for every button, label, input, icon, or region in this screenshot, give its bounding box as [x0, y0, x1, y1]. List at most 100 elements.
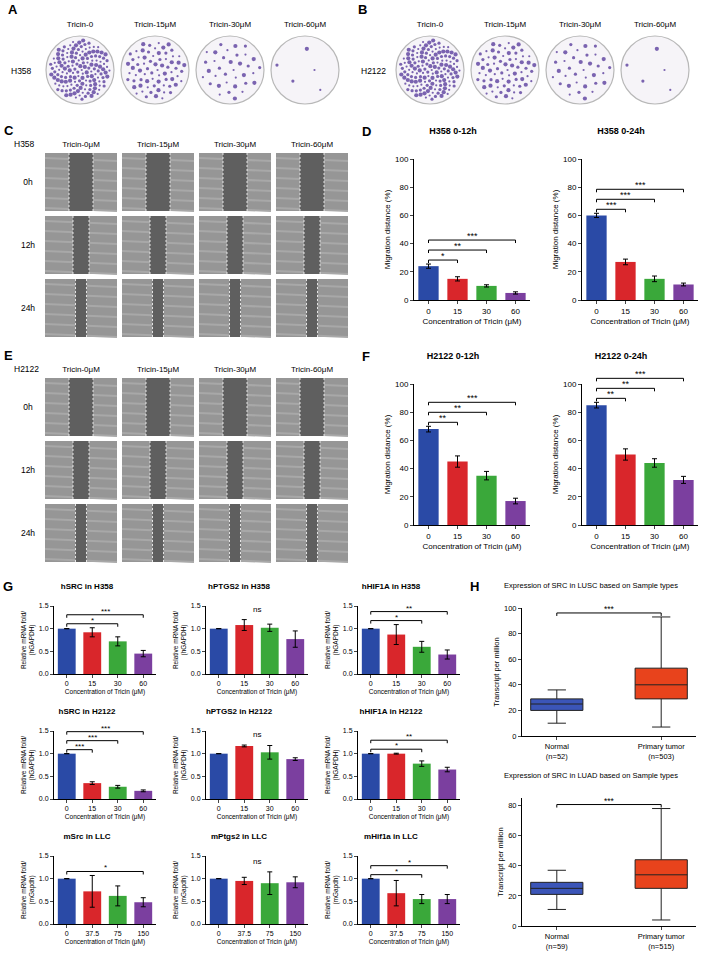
svg-text:Tricin-30μM: Tricin-30μM [209, 20, 251, 29]
svg-text:80: 80 [508, 801, 516, 810]
svg-text:Primary tumor(n=503): Primary tumor(n=503) [638, 742, 686, 761]
svg-text:60: 60 [291, 680, 299, 687]
svg-text:Concentration of Tricin (μM): Concentration of Tricin (μM) [591, 542, 690, 551]
svg-text:Tricin-60μM: Tricin-60μM [291, 140, 333, 149]
svg-text:0.0: 0.0 [191, 670, 201, 677]
svg-text:H358 0-12h: H358 0-12h [429, 126, 477, 136]
svg-text:30: 30 [418, 805, 426, 812]
svg-text:H358: H358 [14, 139, 35, 149]
svg-text:40: 40 [508, 861, 516, 870]
svg-text:0: 0 [404, 296, 409, 305]
svg-text:0: 0 [65, 930, 69, 937]
svg-text:0.0: 0.0 [39, 920, 49, 927]
svg-text:30: 30 [114, 805, 122, 812]
svg-text:30: 30 [650, 532, 659, 541]
svg-text:75: 75 [266, 930, 274, 937]
svg-text:**: ** [622, 379, 630, 389]
svg-text:60: 60 [443, 805, 451, 812]
svg-text:100: 100 [563, 155, 577, 164]
svg-text:Tricin-0μM: Tricin-0μM [62, 140, 100, 149]
svg-text:0.0: 0.0 [343, 795, 353, 802]
svg-text:**: ** [454, 241, 462, 251]
svg-text:Tricin-0: Tricin-0 [67, 20, 94, 29]
svg-text:20: 20 [567, 493, 576, 502]
svg-text:Migration distance (%): Migration distance (%) [551, 189, 560, 269]
svg-text:**: ** [454, 403, 462, 413]
svg-text:1.5: 1.5 [191, 852, 201, 859]
svg-text:Tricin-15μM: Tricin-15μM [484, 20, 526, 29]
svg-text:80: 80 [508, 629, 516, 638]
svg-text:60: 60 [511, 307, 520, 316]
svg-text:12h: 12h [21, 240, 35, 250]
svg-text:80: 80 [399, 408, 408, 417]
svg-text:Relative mRNA fold/(hGAPDH): Relative mRNA fold/(hGAPDH) [20, 611, 36, 669]
svg-text:Relative mRNA fold/(mGapdh): Relative mRNA fold/(mGapdh) [172, 861, 188, 919]
svg-text:0: 0 [572, 521, 577, 530]
svg-text:Concentration of Tricin (μM): Concentration of Tricin (μM) [65, 688, 145, 696]
svg-text:80: 80 [567, 408, 576, 417]
svg-text:E: E [4, 348, 13, 363]
svg-text:***: *** [606, 200, 617, 210]
svg-text:37.5: 37.5 [389, 930, 403, 937]
svg-text:0: 0 [65, 805, 69, 812]
svg-text:40: 40 [508, 680, 516, 689]
svg-text:0h: 0h [23, 177, 33, 187]
svg-text:*: * [395, 867, 398, 876]
svg-text:1.5: 1.5 [39, 727, 49, 734]
svg-text:12h: 12h [21, 465, 35, 475]
svg-text:60: 60 [511, 532, 520, 541]
svg-text:30: 30 [418, 680, 426, 687]
svg-text:75: 75 [114, 930, 122, 937]
svg-text:H2122 0-24h: H2122 0-24h [595, 351, 648, 361]
svg-text:60: 60 [508, 831, 516, 840]
svg-text:100: 100 [504, 604, 517, 613]
svg-text:1.5: 1.5 [191, 727, 201, 734]
svg-text:***: *** [604, 604, 615, 614]
svg-text:0: 0 [426, 532, 431, 541]
svg-text:60: 60 [679, 532, 688, 541]
svg-text:0.5: 0.5 [39, 898, 49, 905]
svg-text:Tricin-60μM: Tricin-60μM [284, 20, 326, 29]
svg-text:ns: ns [253, 605, 261, 614]
svg-text:100: 100 [395, 155, 409, 164]
svg-text:H358 0-24h: H358 0-24h [597, 126, 645, 136]
svg-text:G: G [3, 579, 13, 594]
svg-text:30: 30 [482, 532, 491, 541]
svg-text:0h: 0h [23, 402, 33, 412]
svg-text:*: * [104, 863, 107, 872]
svg-text:mHif1a in LLC: mHif1a in LLC [364, 832, 418, 841]
svg-text:30: 30 [482, 307, 491, 316]
svg-text:Concentration of Tricin (μM): Concentration of Tricin (μM) [65, 813, 145, 821]
svg-text:15: 15 [621, 307, 630, 316]
svg-text:0.5: 0.5 [191, 773, 201, 780]
svg-text:*: * [395, 613, 398, 622]
svg-text:60: 60 [139, 680, 147, 687]
svg-text:60: 60 [508, 655, 516, 664]
svg-text:Tricin-15μM: Tricin-15μM [137, 140, 179, 149]
svg-text:Concentration of Tricin (μM): Concentration of Tricin (μM) [217, 938, 297, 946]
svg-text:60: 60 [679, 307, 688, 316]
svg-text:1.0: 1.0 [191, 875, 201, 882]
svg-text:C: C [4, 123, 14, 138]
svg-text:ns: ns [253, 857, 261, 866]
svg-text:40: 40 [567, 464, 576, 473]
svg-text:15: 15 [88, 680, 96, 687]
svg-text:***: *** [101, 607, 110, 616]
svg-text:1.0: 1.0 [39, 625, 49, 632]
svg-text:0: 0 [426, 307, 431, 316]
svg-text:Relative mRNA fold/(hGAPDH): Relative mRNA fold/(hGAPDH) [172, 611, 188, 669]
svg-text:0.0: 0.0 [191, 795, 201, 802]
svg-text:0.5: 0.5 [191, 898, 201, 905]
svg-text:Tricin-0: Tricin-0 [417, 20, 444, 29]
svg-text:60: 60 [443, 680, 451, 687]
svg-text:***: *** [635, 369, 646, 379]
svg-text:Concentration of Tricin (μM): Concentration of Tricin (μM) [591, 317, 690, 326]
svg-text:*: * [91, 616, 94, 625]
svg-text:Tricin-60μM: Tricin-60μM [291, 365, 333, 374]
svg-text:Primary tumor(n=515): Primary tumor(n=515) [638, 932, 686, 951]
svg-text:0: 0 [217, 805, 221, 812]
svg-text:0: 0 [369, 805, 373, 812]
svg-text:Concentration of Tricin (μM): Concentration of Tricin (μM) [217, 813, 297, 821]
svg-text:*: * [441, 251, 445, 261]
svg-text:Migration distance (%): Migration distance (%) [383, 189, 392, 269]
